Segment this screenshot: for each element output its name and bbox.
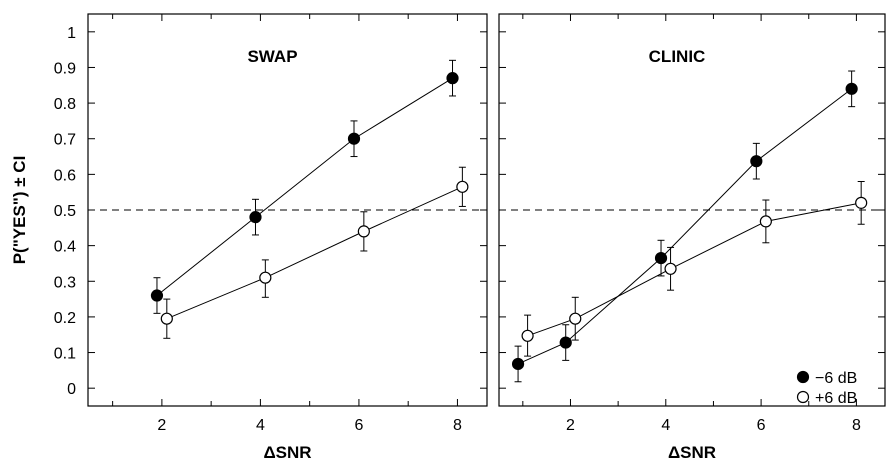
swap-point-minus6 <box>150 289 164 302</box>
swap-ytick-label: 0.8 <box>54 96 76 113</box>
clinic-xtick-label: 8 <box>852 417 861 434</box>
swap-point-plus6 <box>259 271 272 284</box>
swap-series-plus6-line <box>166 186 463 320</box>
legend-label-plus6: +6 dB <box>815 390 857 407</box>
clinic-point-minus6 <box>511 357 525 371</box>
swap-ytick-label: 0.4 <box>54 239 76 256</box>
clinic-series-minus6-line <box>517 88 852 365</box>
swap-xtick-label: 8 <box>453 417 462 434</box>
swap-point-plus6 <box>357 225 370 238</box>
swap-point-plus6 <box>160 312 173 325</box>
swap-ytick-label: 0.5 <box>54 203 76 220</box>
swap-point-plus6 <box>456 180 469 193</box>
swap-ytick-label: 0.2 <box>54 310 76 327</box>
swap-ytick-label: 1 <box>67 25 76 42</box>
clinic-point-plus6 <box>855 196 868 209</box>
legend-label-minus6: −6 dB <box>815 370 857 387</box>
clinic-point-minus6 <box>559 336 572 349</box>
legend-marker-filled <box>796 370 810 384</box>
clinic-point-minus6 <box>845 82 858 95</box>
swap-ytick-label: 0.1 <box>54 346 76 363</box>
clinic-point-minus6 <box>750 155 763 168</box>
clinic-title: CLINIC <box>649 47 706 66</box>
swap-point-minus6 <box>446 72 459 85</box>
swap-xtick-label: 4 <box>256 417 265 434</box>
clinic-point-plus6 <box>569 312 582 325</box>
panel-swap: 0 0.1 0.2 0.3 0.4 0.5 0.6 0.7 0.8 0.9 1 2 4 6 8 ΔSNR SWA… <box>54 13 488 462</box>
swap-series-minus6-line <box>156 77 453 296</box>
clinic-point-plus6 <box>664 262 677 275</box>
legend: −6 dB +6 dB <box>796 370 857 407</box>
clinic-xtick-label: 4 <box>661 417 670 434</box>
swap-title: SWAP <box>247 47 297 66</box>
swap-point-minus6 <box>347 132 361 145</box>
swap-ytick-label: 0.7 <box>54 132 76 149</box>
swap-ytick-label: 0.6 <box>54 167 76 184</box>
swap-ytick-label: 0 <box>67 381 76 398</box>
clinic-point-minus6 <box>654 252 668 265</box>
y-axis-label: P("YES") ± CI <box>10 156 29 265</box>
swap-x-axis-label: ΔSNR <box>263 443 311 462</box>
clinic-point-plus6 <box>521 329 534 342</box>
clinic-point-plus6 <box>759 215 772 228</box>
legend-marker-open <box>796 390 810 404</box>
swap-ytick-label: 0.3 <box>54 274 76 291</box>
swap-xtick-label: 2 <box>157 417 166 434</box>
panel-clinic: 2 4 6 8 ΔSNR CLINIC <box>498 13 886 462</box>
swap-ytick-label: 0.9 <box>54 60 76 77</box>
clinic-xtick-label: 6 <box>757 417 766 434</box>
swap-point-minus6 <box>249 211 262 224</box>
clinic-x-axis-label: ΔSNR <box>668 443 716 462</box>
clinic-xtick-label: 2 <box>566 417 575 434</box>
swap-xtick-label: 6 <box>354 417 363 434</box>
